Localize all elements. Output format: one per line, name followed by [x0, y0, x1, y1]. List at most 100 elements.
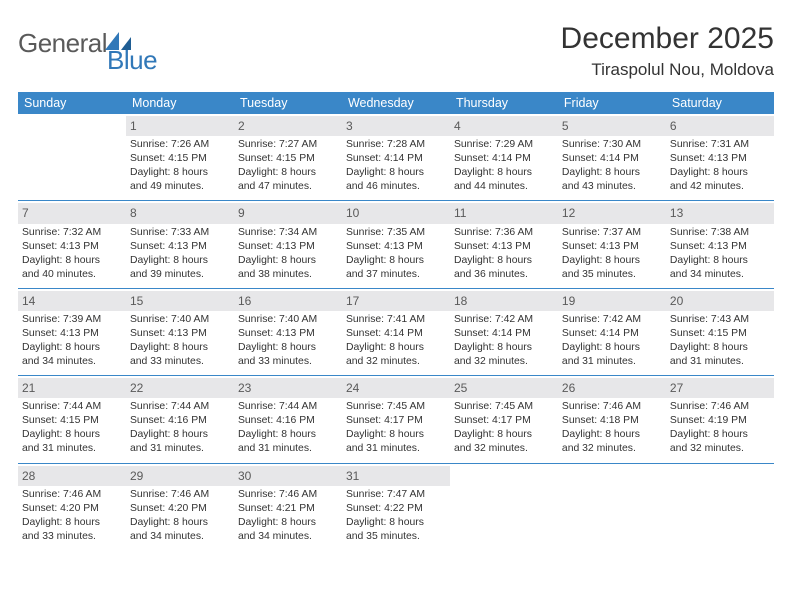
sunset-line: Sunset: 4:15 PM	[22, 414, 122, 428]
sunrise-line: Sunrise: 7:45 AM	[454, 400, 554, 414]
day-number: 8	[126, 203, 234, 223]
daylight-line: and 43 minutes.	[562, 180, 662, 194]
day-number: 4	[450, 116, 558, 136]
day-number-empty	[666, 466, 774, 486]
sunset-line: Sunset: 4:14 PM	[346, 327, 446, 341]
header: General Blue December 2025 Tiraspolul No…	[18, 22, 774, 80]
day-number: 10	[342, 203, 450, 223]
sunrise-line: Sunrise: 7:32 AM	[22, 226, 122, 240]
day-cell: 7Sunrise: 7:32 AMSunset: 4:13 PMDaylight…	[18, 201, 126, 288]
dow-tuesday: Tuesday	[234, 92, 342, 114]
daylight-line: Daylight: 8 hours	[454, 341, 554, 355]
day-number: 6	[666, 116, 774, 136]
week-row: 28Sunrise: 7:46 AMSunset: 4:20 PMDayligh…	[18, 463, 774, 550]
day-number: 2	[234, 116, 342, 136]
dow-saturday: Saturday	[666, 92, 774, 114]
day-cell: 6Sunrise: 7:31 AMSunset: 4:13 PMDaylight…	[666, 114, 774, 201]
daylight-line: and 31 minutes.	[130, 442, 230, 456]
sunrise-line: Sunrise: 7:39 AM	[22, 313, 122, 327]
sunrise-line: Sunrise: 7:28 AM	[346, 138, 446, 152]
sunset-line: Sunset: 4:13 PM	[562, 240, 662, 254]
week-row: 7Sunrise: 7:32 AMSunset: 4:13 PMDaylight…	[18, 201, 774, 288]
sunrise-line: Sunrise: 7:40 AM	[130, 313, 230, 327]
day-cell: 25Sunrise: 7:45 AMSunset: 4:17 PMDayligh…	[450, 376, 558, 463]
day-number-empty	[18, 116, 126, 136]
sunrise-line: Sunrise: 7:38 AM	[670, 226, 770, 240]
daylight-line: Daylight: 8 hours	[562, 166, 662, 180]
sunset-line: Sunset: 4:13 PM	[238, 240, 338, 254]
daylight-line: and 35 minutes.	[346, 530, 446, 544]
dow-sunday: Sunday	[18, 92, 126, 114]
day-cell: 23Sunrise: 7:44 AMSunset: 4:16 PMDayligh…	[234, 376, 342, 463]
sunrise-line: Sunrise: 7:46 AM	[562, 400, 662, 414]
sunset-line: Sunset: 4:13 PM	[22, 327, 122, 341]
sunset-line: Sunset: 4:14 PM	[454, 327, 554, 341]
sunrise-line: Sunrise: 7:29 AM	[454, 138, 554, 152]
daylight-line: and 32 minutes.	[454, 355, 554, 369]
daylight-line: Daylight: 8 hours	[238, 166, 338, 180]
daylight-line: and 49 minutes.	[130, 180, 230, 194]
day-number: 19	[558, 291, 666, 311]
sunset-line: Sunset: 4:15 PM	[670, 327, 770, 341]
day-number: 13	[666, 203, 774, 223]
sunset-line: Sunset: 4:13 PM	[22, 240, 122, 254]
day-number: 28	[18, 466, 126, 486]
sunrise-line: Sunrise: 7:41 AM	[346, 313, 446, 327]
sunset-line: Sunset: 4:15 PM	[130, 152, 230, 166]
daylight-line: and 34 minutes.	[130, 530, 230, 544]
calendar-page: General Blue December 2025 Tiraspolul No…	[0, 0, 792, 560]
day-number: 30	[234, 466, 342, 486]
sunset-line: Sunset: 4:13 PM	[238, 327, 338, 341]
week-row: 1Sunrise: 7:26 AMSunset: 4:15 PMDaylight…	[18, 114, 774, 201]
month-title: December 2025	[561, 22, 774, 56]
sunset-line: Sunset: 4:17 PM	[454, 414, 554, 428]
day-cell	[18, 114, 126, 201]
sunrise-line: Sunrise: 7:43 AM	[670, 313, 770, 327]
week-row: 21Sunrise: 7:44 AMSunset: 4:15 PMDayligh…	[18, 376, 774, 463]
sunset-line: Sunset: 4:17 PM	[346, 414, 446, 428]
dow-monday: Monday	[126, 92, 234, 114]
sunset-line: Sunset: 4:16 PM	[130, 414, 230, 428]
day-number: 5	[558, 116, 666, 136]
sunrise-line: Sunrise: 7:44 AM	[130, 400, 230, 414]
sunset-line: Sunset: 4:13 PM	[130, 240, 230, 254]
day-number: 17	[342, 291, 450, 311]
daylight-line: Daylight: 8 hours	[454, 428, 554, 442]
day-cell: 29Sunrise: 7:46 AMSunset: 4:20 PMDayligh…	[126, 463, 234, 550]
day-number: 27	[666, 378, 774, 398]
day-cell: 1Sunrise: 7:26 AMSunset: 4:15 PMDaylight…	[126, 114, 234, 201]
day-cell: 15Sunrise: 7:40 AMSunset: 4:13 PMDayligh…	[126, 288, 234, 375]
daylight-line: Daylight: 8 hours	[238, 254, 338, 268]
daylight-line: Daylight: 8 hours	[346, 254, 446, 268]
sunrise-line: Sunrise: 7:47 AM	[346, 488, 446, 502]
day-number: 11	[450, 203, 558, 223]
daylight-line: and 44 minutes.	[454, 180, 554, 194]
sunset-line: Sunset: 4:16 PM	[238, 414, 338, 428]
day-cell	[666, 463, 774, 550]
daylight-line: Daylight: 8 hours	[562, 428, 662, 442]
sunrise-line: Sunrise: 7:33 AM	[130, 226, 230, 240]
daylight-line: and 38 minutes.	[238, 268, 338, 282]
day-cell: 20Sunrise: 7:43 AMSunset: 4:15 PMDayligh…	[666, 288, 774, 375]
day-cell: 16Sunrise: 7:40 AMSunset: 4:13 PMDayligh…	[234, 288, 342, 375]
day-cell: 8Sunrise: 7:33 AMSunset: 4:13 PMDaylight…	[126, 201, 234, 288]
day-number: 29	[126, 466, 234, 486]
week-row: 14Sunrise: 7:39 AMSunset: 4:13 PMDayligh…	[18, 288, 774, 375]
day-cell: 17Sunrise: 7:41 AMSunset: 4:14 PMDayligh…	[342, 288, 450, 375]
day-number: 15	[126, 291, 234, 311]
daylight-line: and 32 minutes.	[562, 442, 662, 456]
day-cell: 5Sunrise: 7:30 AMSunset: 4:14 PMDaylight…	[558, 114, 666, 201]
daylight-line: Daylight: 8 hours	[670, 428, 770, 442]
day-number: 7	[18, 203, 126, 223]
sunset-line: Sunset: 4:13 PM	[670, 152, 770, 166]
daylight-line: and 34 minutes.	[238, 530, 338, 544]
day-cell: 19Sunrise: 7:42 AMSunset: 4:14 PMDayligh…	[558, 288, 666, 375]
day-number: 9	[234, 203, 342, 223]
day-cell: 13Sunrise: 7:38 AMSunset: 4:13 PMDayligh…	[666, 201, 774, 288]
sunset-line: Sunset: 4:13 PM	[130, 327, 230, 341]
daylight-line: and 31 minutes.	[562, 355, 662, 369]
daylight-line: Daylight: 8 hours	[454, 166, 554, 180]
daylight-line: and 32 minutes.	[670, 442, 770, 456]
daylight-line: Daylight: 8 hours	[238, 516, 338, 530]
day-cell: 21Sunrise: 7:44 AMSunset: 4:15 PMDayligh…	[18, 376, 126, 463]
